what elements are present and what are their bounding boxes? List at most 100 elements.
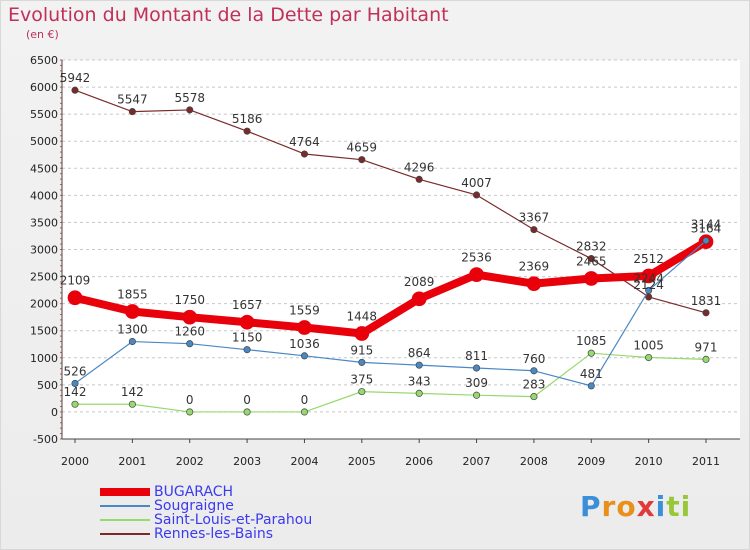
legend-label-bugarach: BUGARACH (154, 484, 234, 500)
x-tick-label: 2000 (61, 455, 89, 468)
data-label-saint-louis-et-parahou: 142 (121, 385, 144, 399)
y-tick-label: 500 (37, 379, 58, 392)
data-label-rennes-les-bains: 5942 (60, 71, 91, 85)
data-label-bugarach: 2369 (519, 260, 550, 274)
series-line-rennes-les-bains (74, 89, 707, 314)
data-point-sougraigne (587, 382, 595, 390)
legend-item-rennes-les-bains: Rennes-les-Bains (100, 526, 273, 542)
x-tick-label: 2004 (290, 455, 318, 468)
data-label-rennes-les-bains: 2124 (633, 278, 664, 292)
data-point-rennes-les-bains (587, 255, 595, 263)
x-tick-label: 2002 (176, 455, 204, 468)
data-point-sougraigne (300, 352, 309, 360)
data-point-rennes-les-bains (702, 309, 710, 317)
data-label-sougraigne: 1036 (289, 337, 320, 351)
legend-swatch-rennes-les-bains (100, 533, 150, 535)
data-point-bugarach (297, 320, 312, 335)
legend-label-saint-louis-et-parahou: Saint-Louis-et-Parahou (154, 512, 313, 528)
data-label-saint-louis-et-parahou: 0 (301, 393, 309, 407)
legend-label-sougraigne: Sougraigne (154, 498, 234, 514)
data-point-sougraigne (702, 237, 710, 245)
x-tick-label: 2010 (635, 455, 663, 468)
data-label-bugarach: 1855 (117, 287, 148, 301)
data-point-saint-louis-et-parahou (358, 388, 366, 396)
y-tick-label: 2000 (30, 298, 58, 311)
data-label-bugarach: 3144 (691, 218, 722, 232)
data-label-bugarach: 1657 (232, 298, 263, 312)
data-label-rennes-les-bains: 5186 (232, 112, 263, 126)
data-point-saint-louis-et-parahou (186, 408, 194, 416)
chart-subtitle: (en €) (26, 28, 59, 41)
y-tick-label: 3000 (30, 244, 58, 257)
data-label-saint-louis-et-parahou: 375 (350, 373, 373, 387)
y-tick-label: 1500 (30, 325, 58, 338)
chart-title: Evolution du Montant de la Dette par Hab… (8, 4, 449, 26)
legend-swatch-sougraigne (100, 505, 150, 507)
data-point-sougraigne (71, 379, 79, 387)
legend-item-sougraigne: Sougraigne (100, 498, 234, 514)
data-label-sougraigne: 1150 (232, 331, 263, 345)
data-point-rennes-les-bains (128, 108, 136, 116)
x-tick-label: 2006 (405, 455, 433, 468)
data-point-rennes-les-bains (415, 175, 423, 183)
x-tick-label: 2007 (463, 455, 491, 468)
data-label-rennes-les-bains: 4007 (461, 176, 492, 190)
data-label-saint-louis-et-parahou: 0 (243, 393, 251, 407)
data-label-saint-louis-et-parahou: 142 (64, 385, 87, 399)
data-point-sougraigne (186, 340, 194, 348)
legend-label-rennes-les-bains: Rennes-les-Bains (154, 526, 274, 542)
data-point-sougraigne (243, 346, 251, 354)
y-tick-label: 2500 (30, 271, 58, 284)
data-label-sougraigne: 526 (64, 364, 87, 378)
y-tick-label: 1000 (30, 352, 58, 365)
data-label-saint-louis-et-parahou: 283 (522, 378, 545, 392)
data-label-sougraigne: 481 (580, 367, 603, 381)
data-point-saint-louis-et-parahou (645, 353, 653, 362)
data-point-sougraigne (645, 286, 653, 294)
data-label-rennes-les-bains: 1831 (691, 294, 722, 308)
x-tick-label: 2003 (233, 455, 261, 468)
y-tick-label: 0 (51, 406, 58, 419)
y-tick-label: 5500 (30, 108, 58, 121)
series-line-bugarach (71, 237, 710, 338)
data-point-rennes-les-bains (530, 226, 538, 234)
data-label-rennes-les-bains: 4764 (289, 135, 320, 149)
data-label-sougraigne: 811 (465, 349, 488, 363)
data-label-bugarach: 2512 (633, 252, 664, 266)
y-tick-label: 4000 (30, 189, 58, 202)
data-point-bugarach (354, 326, 370, 341)
data-point-rennes-les-bains (472, 191, 481, 199)
data-point-saint-louis-et-parahou (128, 400, 136, 408)
data-label-rennes-les-bains: 4659 (347, 141, 378, 155)
data-label-sougraigne: 1260 (174, 325, 205, 339)
data-label-saint-louis-et-parahou: 971 (695, 340, 718, 354)
data-point-saint-louis-et-parahou (300, 408, 309, 416)
data-point-sougraigne (472, 364, 481, 372)
data-label-sougraigne: 915 (350, 343, 373, 357)
data-label-bugarach: 1559 (289, 304, 320, 318)
data-label-bugarach: 2109 (60, 274, 91, 288)
data-point-bugarach (641, 268, 656, 284)
proxiti-logo: Proxiti (580, 490, 692, 523)
data-label-bugarach: 2465 (576, 254, 607, 268)
data-label-rennes-les-bains: 5547 (117, 93, 148, 107)
data-point-bugarach (67, 290, 83, 306)
series-line-saint-louis-et-parahou (74, 352, 707, 413)
x-tick-label: 2011 (692, 455, 720, 468)
data-label-bugarach: 1448 (347, 310, 378, 324)
data-label-sougraigne: 760 (522, 352, 545, 366)
y-tick-label: 5000 (30, 135, 58, 148)
data-point-rennes-les-bains (358, 156, 366, 164)
y-tick-label: 3500 (30, 216, 58, 229)
data-label-saint-louis-et-parahou: 309 (465, 376, 488, 390)
data-label-sougraigne: 1300 (117, 323, 148, 337)
data-point-saint-louis-et-parahou (702, 355, 710, 363)
data-point-sougraigne (358, 358, 366, 366)
data-point-bugarach (239, 314, 255, 330)
x-tick-label: 2005 (348, 455, 376, 468)
x-tick-label: 2008 (520, 455, 548, 468)
legend-swatch-bugarach (100, 488, 150, 496)
data-label-rennes-les-bains: 3367 (519, 211, 550, 225)
data-point-rennes-les-bains (71, 86, 79, 94)
